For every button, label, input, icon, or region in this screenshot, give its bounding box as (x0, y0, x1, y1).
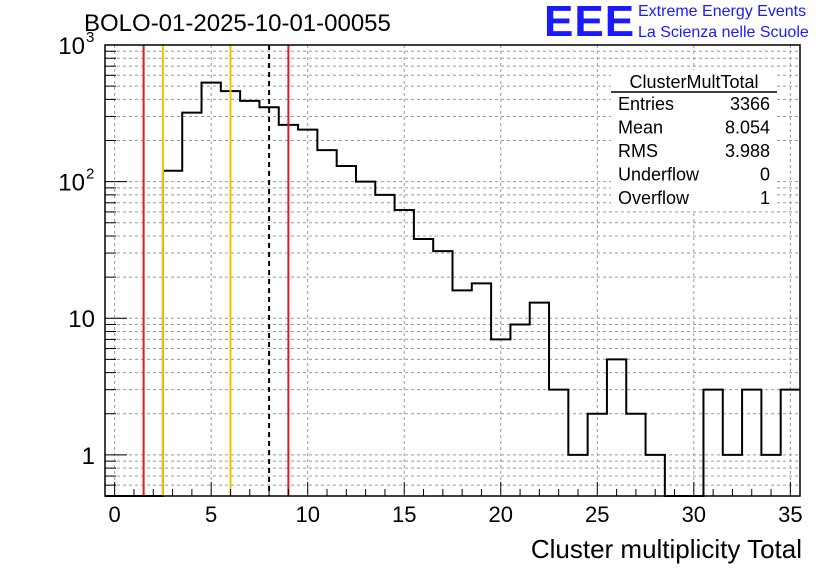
histogram-bin (472, 283, 491, 496)
logo-tagline-1: Extreme Energy Events (638, 3, 807, 20)
x-tick-label: 20 (489, 502, 513, 527)
stats-label: Overflow (618, 188, 690, 208)
logo-tagline-2: La Scienza nelle Scuole (638, 24, 809, 41)
plot-border (104, 44, 801, 497)
stats-label: Entries (618, 94, 674, 114)
histogram-bin (356, 182, 375, 496)
x-tick-label: 15 (392, 502, 416, 527)
x-axis-label: Cluster multiplicity Total (530, 534, 802, 564)
y-tick-label: 10 (58, 33, 85, 60)
y-tick-exponent: 3 (86, 29, 94, 46)
y-tick-label: 1 (82, 443, 95, 470)
x-tick-label: 10 (295, 502, 319, 527)
histogram-bin (510, 324, 529, 496)
stats-label: RMS (618, 141, 658, 161)
y-tick-exponent: 2 (86, 166, 94, 183)
x-tick-label: 35 (778, 502, 802, 527)
x-tick-label: 30 (682, 502, 706, 527)
stats-name: ClusterMultTotal (629, 72, 758, 92)
x-tick-label: 5 (205, 502, 217, 527)
histogram-bin (607, 359, 626, 496)
histogram-bin (703, 390, 722, 496)
histogram-bin (202, 83, 221, 496)
histogram-bin (453, 290, 472, 496)
stats-value: 1 (760, 188, 770, 208)
histogram-bin (163, 171, 182, 496)
stats-value: 3.988 (725, 141, 770, 161)
grid-lines (105, 44, 800, 497)
eee-logo: EEE (544, 0, 636, 46)
histogram-bin (240, 101, 259, 496)
histogram-bin (317, 150, 336, 496)
x-tick-label: 25 (585, 502, 609, 527)
stats-value: 8.054 (725, 118, 770, 138)
histogram-bin (742, 390, 761, 496)
y-tick-label: 10 (58, 170, 85, 197)
histogram-bin (433, 251, 452, 496)
x-tick-label: 0 (109, 502, 121, 527)
histogram-bin (182, 113, 201, 496)
histogram-bin (549, 390, 568, 496)
marker-lines (142, 45, 290, 496)
stats-value: 3366 (730, 94, 770, 114)
stats-background (611, 70, 777, 210)
stats-label: Mean (618, 118, 663, 138)
stats-value: 0 (760, 165, 770, 185)
run-title: BOLO-01-2025-10-01-00055 (84, 10, 391, 37)
stats-label: Underflow (618, 165, 700, 185)
plot-frame (104, 44, 801, 497)
y-tick-label: 10 (68, 306, 95, 333)
histogram-bin (375, 195, 394, 496)
